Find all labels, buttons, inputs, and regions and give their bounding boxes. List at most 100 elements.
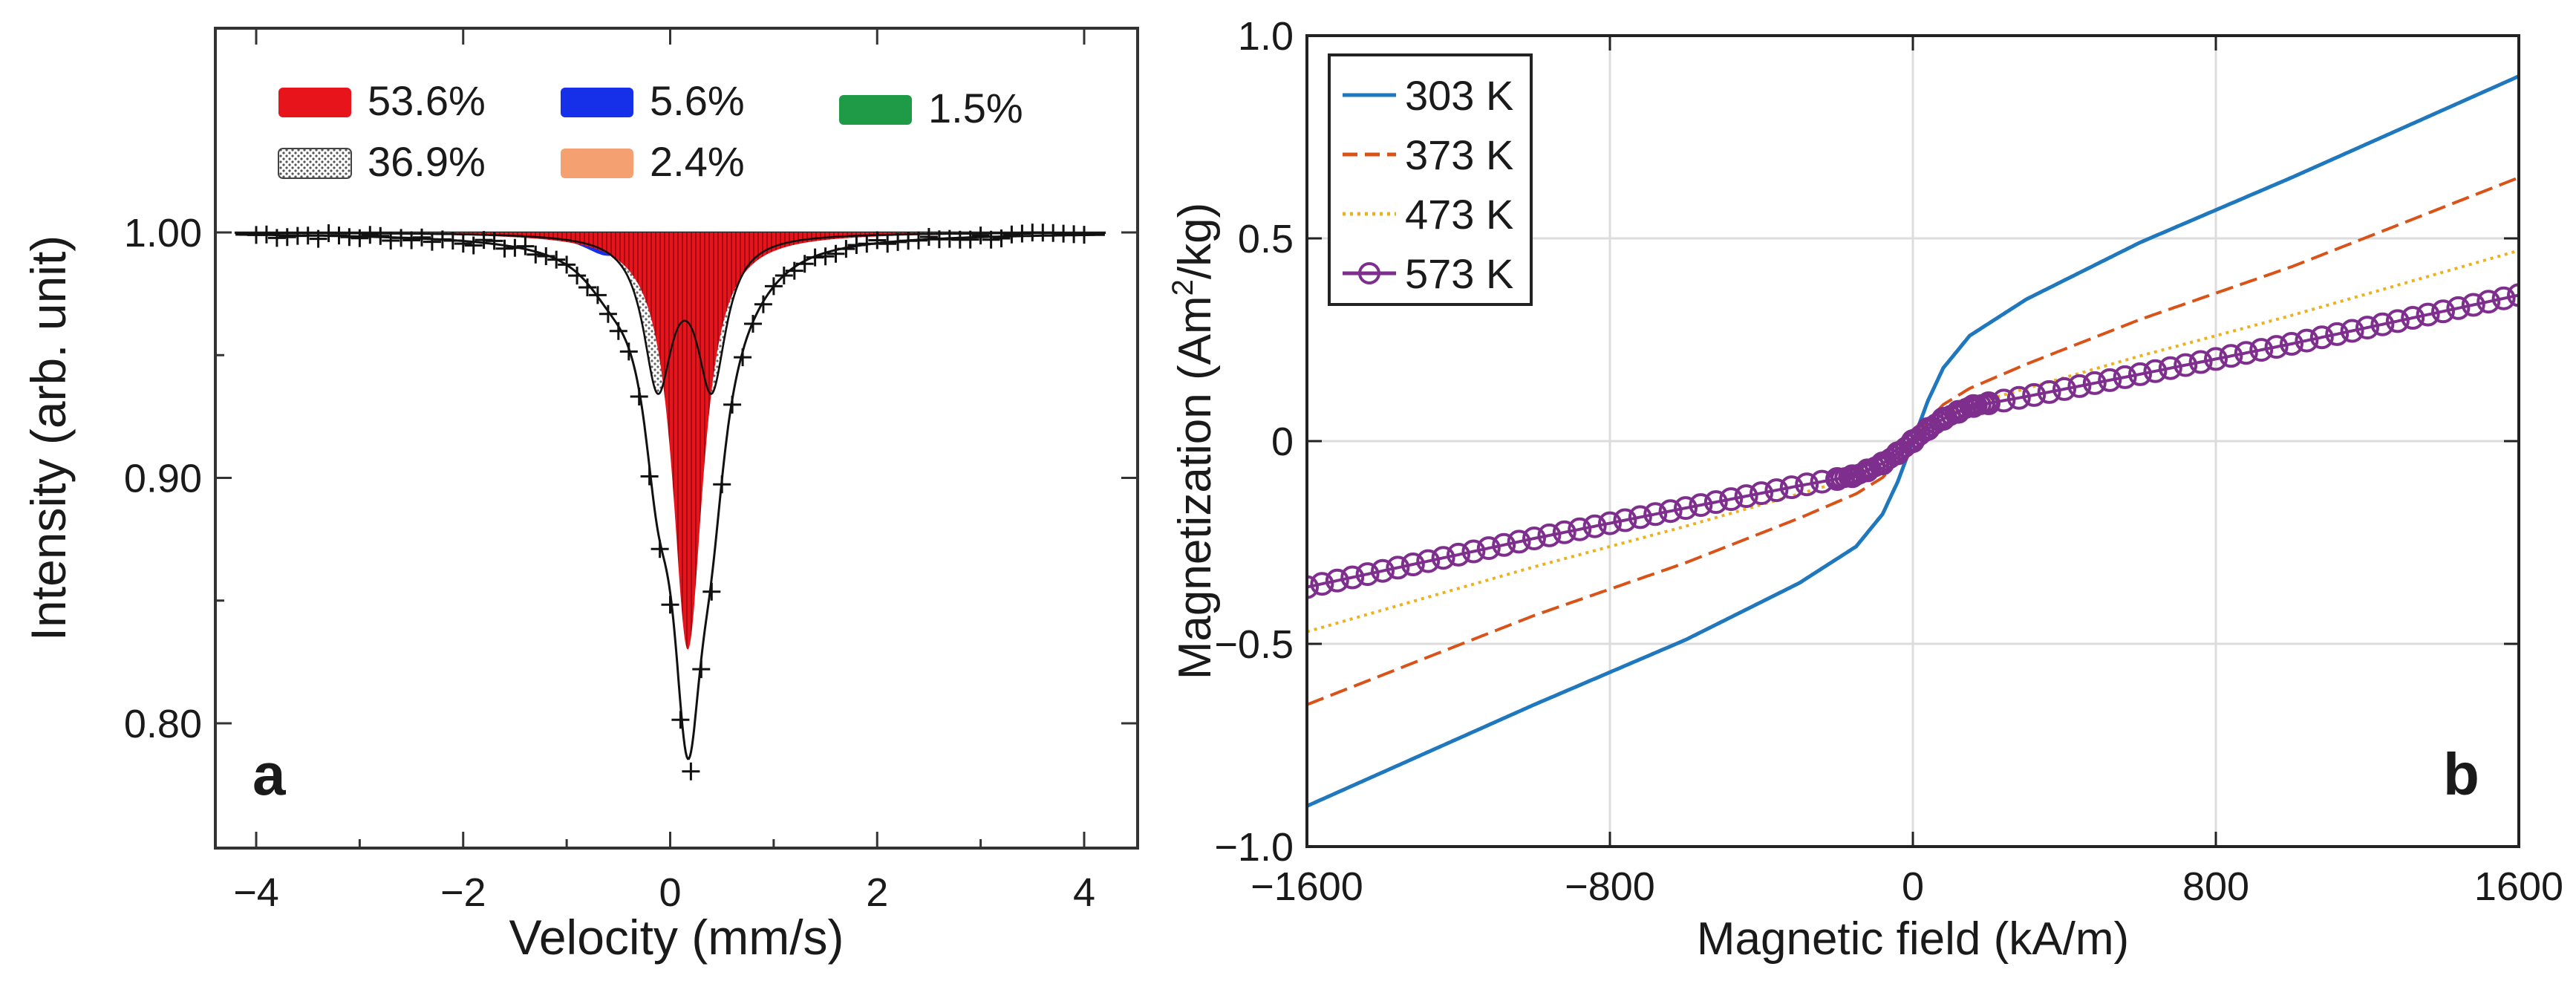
series-marker-573K (1689, 493, 1713, 518)
panel-b: −1600 −800 0 800 1600 −1.0 −0.5 0 0.5 1.0 303 K 37… (1167, 14, 2563, 965)
series-marker-573K (1764, 478, 1789, 503)
x-tick-label: 1600 (2474, 864, 2563, 909)
series-marker-573K (1750, 481, 1773, 506)
series-marker-573K (2067, 374, 2092, 398)
data-point-marker (785, 261, 803, 280)
data-point-marker (910, 231, 927, 250)
panel-b-xlabel: Magnetic field (kA/m) (1697, 913, 2129, 965)
data-point-marker (361, 226, 379, 244)
data-point-marker (630, 388, 648, 405)
data-point-marker (319, 224, 338, 242)
data-point-marker (992, 229, 1011, 247)
y-tick-label: 0.5 (1238, 217, 1294, 261)
series-line-473-K (1307, 249, 2519, 633)
series-marker-573K (1582, 514, 1607, 538)
data-point-marker (858, 235, 876, 253)
legend-swatch (561, 149, 633, 178)
legend-swatch (278, 148, 352, 179)
series-marker-573K (2143, 359, 2168, 383)
series-marker-573K (2280, 332, 2303, 356)
data-point-marker (878, 235, 897, 253)
data-point-marker (309, 229, 327, 248)
legend-label: 303 K (1405, 72, 1513, 119)
series-marker-573K (2295, 328, 2319, 353)
legend-label: 2.4% (650, 138, 745, 185)
panel-a-ylabel: Intensity (arb. unit) (21, 235, 76, 642)
series-marker-573K (1613, 508, 1637, 532)
panel-b-ylabel-post: /kg) (1170, 203, 1221, 279)
panel-a-letter: a (252, 741, 286, 807)
data-point-marker (734, 348, 752, 367)
data-point-marker (526, 245, 545, 264)
x-tick-label: −800 (1565, 864, 1655, 909)
series-marker-573K (2507, 283, 2519, 307)
series-marker-573K (1628, 505, 1652, 529)
data-point-marker (868, 231, 887, 250)
data-point-marker (371, 226, 390, 245)
series-marker-573K (2037, 379, 2061, 404)
panel-b-ylabel-pre: Magnetization (Am (1170, 296, 1221, 679)
series-marker-573K (2188, 350, 2213, 374)
series-marker-573K (1492, 532, 1516, 557)
legend-marker (1358, 262, 1380, 284)
series-marker-573K (2082, 371, 2107, 395)
data-point-marker (889, 232, 907, 251)
series-marker-573K (2264, 335, 2289, 359)
series-marker-573K (2174, 353, 2198, 377)
x-tick-label: −4 (233, 870, 279, 915)
data-point-marker (702, 582, 721, 601)
series-marker-573K (2355, 316, 2379, 340)
series-marker-573K (2022, 382, 2047, 407)
series-marker-573K (2476, 290, 2501, 314)
data-point-marker (609, 322, 627, 340)
data-point-marker (402, 231, 421, 250)
series-marker-573K (1355, 562, 1380, 587)
panel-a-xlabel: Velocity (mm/s) (509, 910, 844, 965)
data-point-marker (433, 230, 451, 249)
series-marker-573K (1461, 539, 1486, 564)
series-marker-573K (2309, 325, 2334, 350)
series-marker-573K (1447, 542, 1470, 567)
series-marker-573K (1325, 568, 1349, 593)
legend-label: 1.5% (928, 85, 1023, 131)
data-point-marker (723, 395, 742, 414)
data-point-marker (588, 286, 607, 304)
series-marker-573K (2401, 306, 2425, 330)
series-marker-573K (2491, 286, 2516, 310)
y-tick-label: 0.90 (124, 457, 202, 501)
data-point-marker (682, 762, 700, 780)
data-point-marker (640, 467, 659, 486)
data-point-marker (816, 247, 835, 266)
x-tick-label: 2 (866, 870, 888, 915)
x-tick-label: 0 (1902, 864, 1924, 909)
series-marker-573K (1507, 529, 1531, 554)
legend-swatch (278, 88, 351, 117)
data-point-marker (443, 232, 462, 250)
series-marker-573K (1340, 565, 1365, 590)
panel-a-frame (214, 27, 1139, 850)
series-marker-573K (2340, 319, 2364, 343)
series-marker-573K (1386, 555, 1410, 580)
series-marker-573K (1795, 472, 1819, 497)
data-point-marker (661, 596, 679, 614)
data-point-marker (847, 236, 866, 254)
data-point-marker (744, 315, 762, 333)
data-point-marker (392, 229, 411, 247)
data-point-marker (330, 226, 348, 245)
series-marker-573K (2325, 322, 2350, 346)
series-marker-573K (1476, 536, 1501, 561)
data-point-marker (278, 228, 296, 247)
series-marker-573K (2370, 312, 2395, 336)
y-tick-label: −0.5 (1214, 622, 1294, 667)
series-marker-573K (2461, 293, 2485, 317)
legend-label: 473 K (1405, 191, 1513, 238)
series-marker-573K (1719, 487, 1744, 512)
data-point-marker (671, 711, 690, 729)
data-point-marker (423, 232, 441, 251)
legend-label: 573 K (1405, 250, 1513, 297)
legend-label: 373 K (1405, 131, 1513, 178)
series-marker-573K (1310, 572, 1334, 596)
legend-label: 5.6% (650, 77, 745, 124)
data-point-marker (754, 295, 772, 313)
